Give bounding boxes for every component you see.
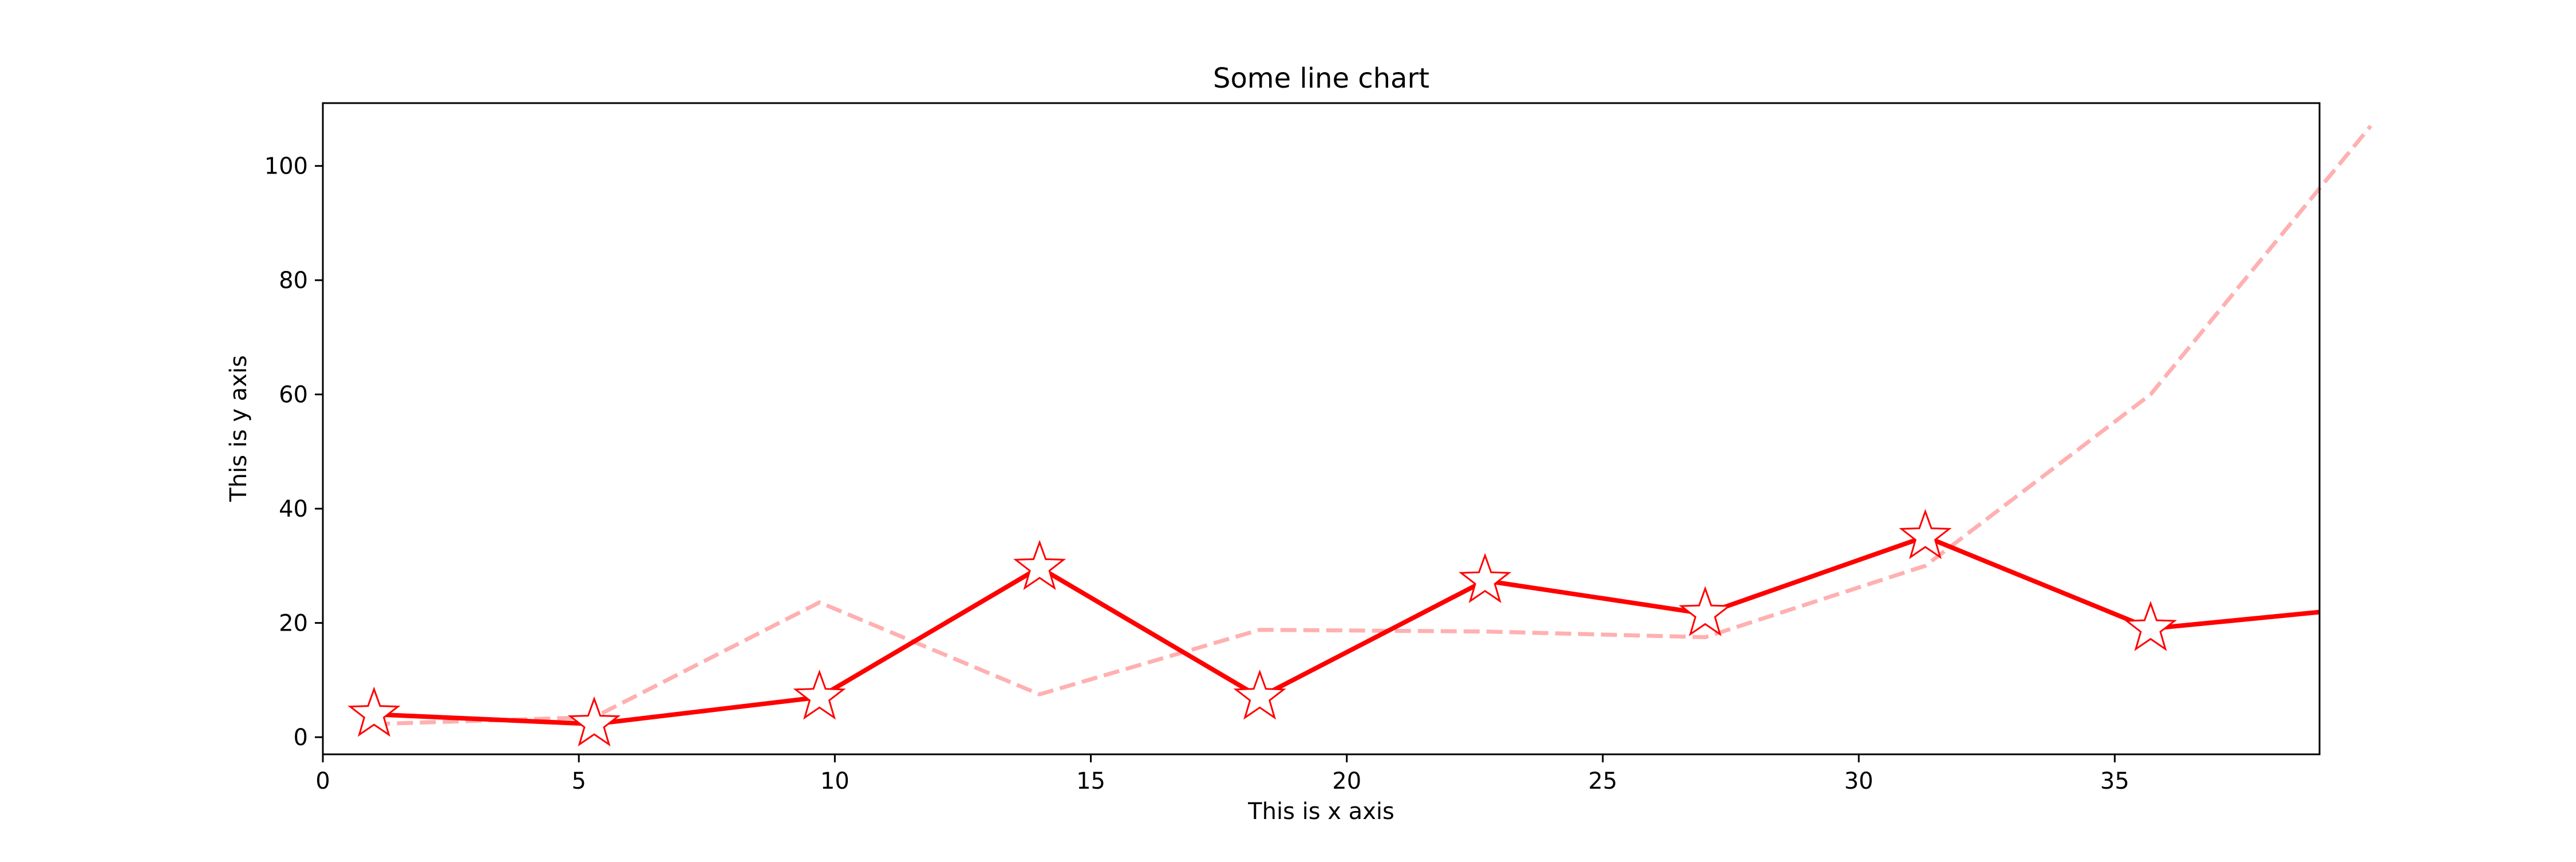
- star-marker: [1899, 509, 1952, 560]
- star-marker: [1459, 553, 1512, 603]
- x-tick-label: 30: [1844, 768, 1874, 794]
- chart-title: Some line chart: [1213, 62, 1429, 95]
- x-tick-label: 10: [820, 768, 850, 794]
- star-marker: [1233, 669, 1286, 720]
- y-ticks: 0 20 40 60 80 100: [264, 153, 323, 751]
- marker-layer: [347, 509, 2177, 747]
- dashed-series-line: [374, 124, 2373, 726]
- solid-series-line: [374, 534, 2320, 727]
- x-tick-label: 20: [1332, 768, 1361, 794]
- x-tick-label: 0: [315, 768, 330, 794]
- y-tick-label: 80: [279, 267, 308, 294]
- star-marker: [347, 686, 401, 737]
- y-axis-label: This is y axis: [226, 355, 252, 502]
- x-tick-label: 25: [1588, 768, 1617, 794]
- solid-series-layer: [374, 534, 2320, 727]
- y-tick-label: 0: [294, 725, 308, 751]
- plot-frame: [322, 102, 2321, 755]
- y-tick-label: 20: [279, 611, 308, 637]
- y-tick-label: 60: [279, 382, 308, 408]
- x-tick-label: 5: [571, 768, 586, 794]
- x-tick-label: 35: [2100, 768, 2129, 794]
- x-axis-label: This is x axis: [1247, 798, 1394, 825]
- star-marker: [2124, 601, 2177, 651]
- star-marker: [567, 696, 621, 747]
- y-tick-label: 100: [264, 153, 308, 180]
- star-marker: [1013, 540, 1066, 591]
- dashed-series-layer: [374, 124, 2373, 726]
- star-marker: [793, 669, 846, 720]
- star-marker: [1678, 586, 1732, 636]
- x-tick-label: 15: [1076, 768, 1105, 794]
- x-ticks: 0 5 10 15 20 25 30 35: [315, 754, 2129, 794]
- y-tick-label: 40: [279, 496, 308, 522]
